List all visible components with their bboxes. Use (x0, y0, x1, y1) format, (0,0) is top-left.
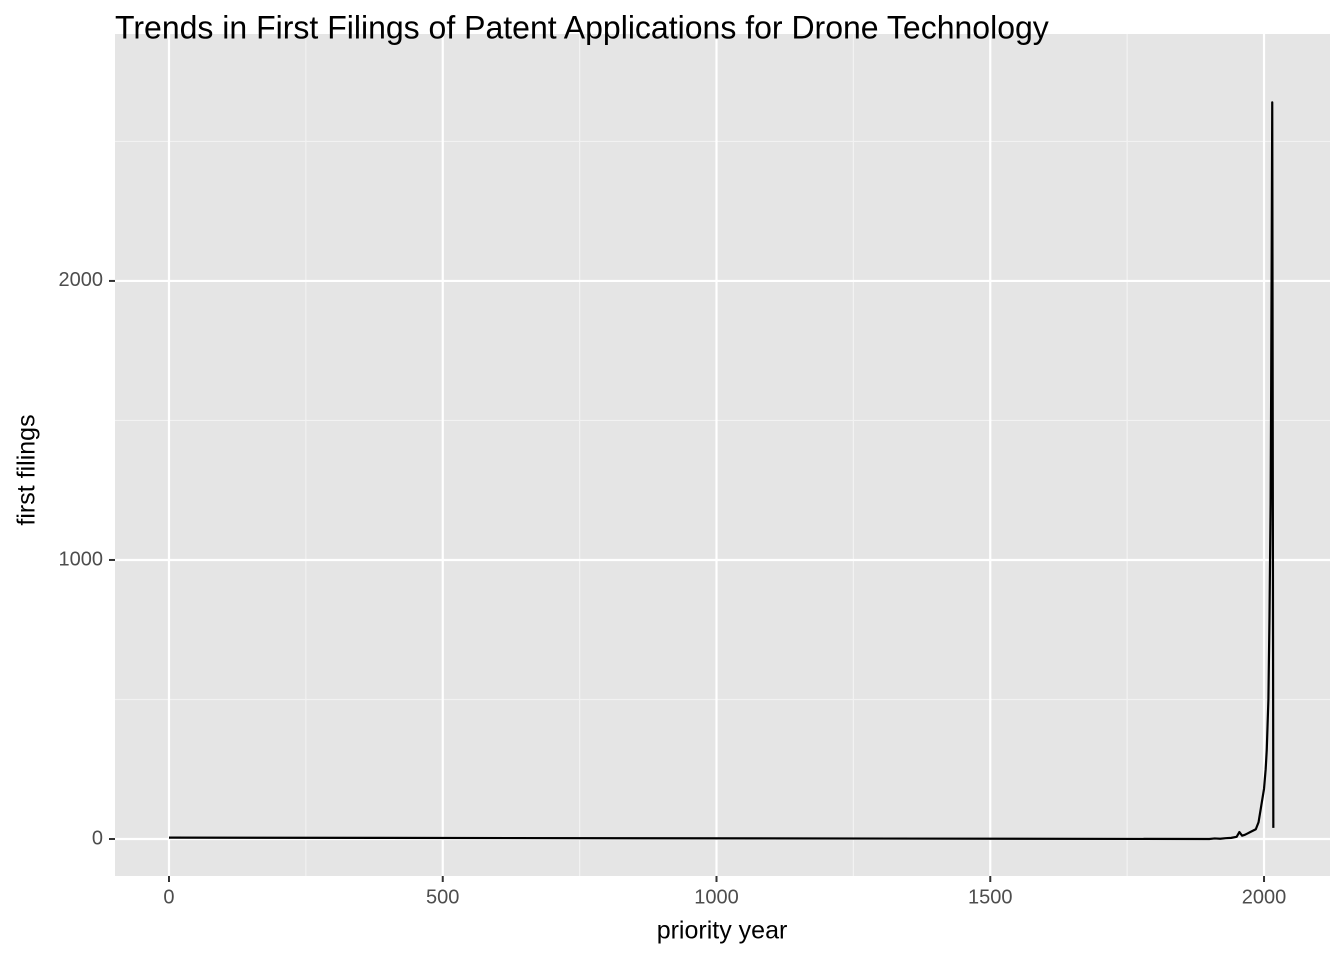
x-axis-title: priority year (657, 917, 788, 945)
x-tick-label: 1500 (968, 886, 1013, 908)
y-tick-label: 1000 (59, 548, 104, 570)
x-tick-label: 0 (163, 886, 174, 908)
panel (115, 34, 1330, 876)
plot (168, 101, 1275, 841)
y-tick-label: 2000 (59, 269, 104, 291)
x-tick-label: 500 (426, 886, 459, 908)
y-tick-label: 0 (92, 827, 103, 849)
x-tick-label: 2000 (1242, 886, 1287, 908)
x-tick-label: 1000 (694, 886, 739, 908)
y-axis-title: first filings (13, 414, 41, 525)
data-line (168, 101, 1275, 841)
chart-title: Trends in First Filings of Patent Applic… (115, 9, 1049, 45)
